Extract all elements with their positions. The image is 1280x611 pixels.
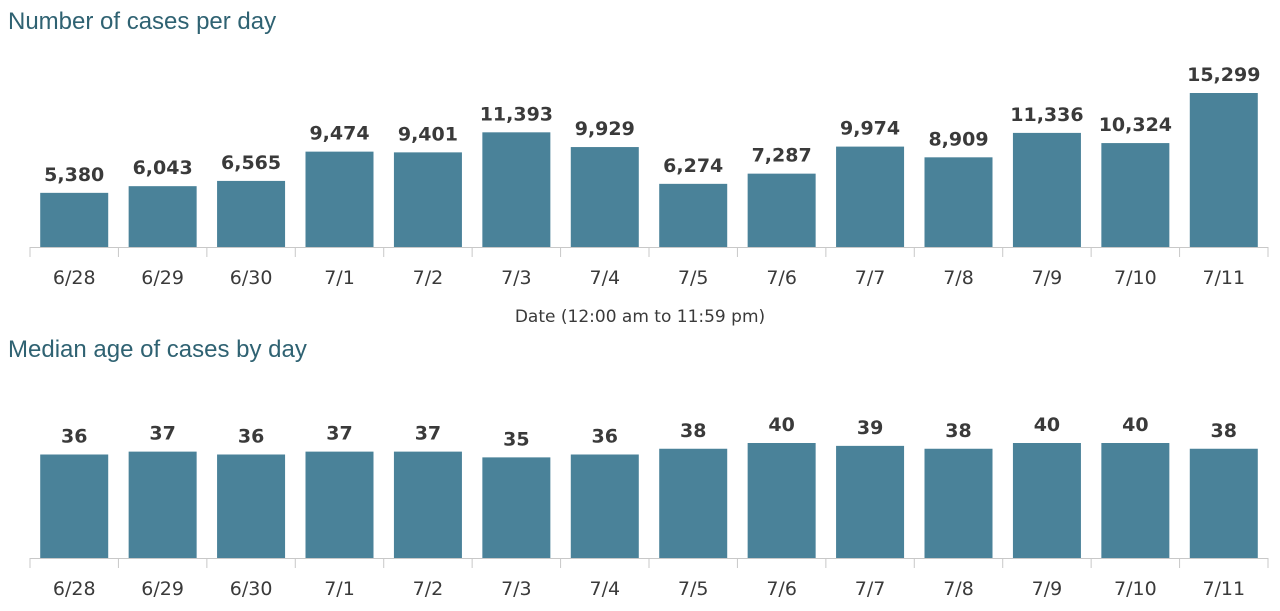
median-age-data-label: 36 [238, 426, 264, 448]
median-age-x-tick-label: 7/1 [324, 578, 355, 600]
cases-bar [1101, 143, 1170, 247]
cases-x-tick-label: 7/10 [1114, 267, 1157, 289]
median-age-data-label: 38 [1211, 420, 1237, 442]
median-age-x-tick-label: 6/29 [141, 578, 184, 600]
median-age-data-label: 37 [149, 423, 175, 445]
cases-x-tick-label: 6/30 [230, 267, 273, 289]
median-age-bar [570, 454, 639, 558]
median-age-x-tick-label: 7/9 [1032, 578, 1063, 600]
cases-data-label: 6,274 [663, 155, 723, 177]
median-age-x-tick-label: 7/2 [413, 578, 444, 600]
cases-bar [1012, 132, 1081, 247]
cases-x-tick-label: 7/9 [1032, 267, 1063, 289]
median-age-x-tick-labels: 6/28 6/29 6/30 7/1 7/2 7/3 7/4 7/5 7/6 7/7 7/8 7/9 7… [53, 578, 1245, 600]
median-age-bar [1012, 443, 1081, 558]
cases-data-label: 9,401 [398, 123, 458, 145]
cases-data-label: 9,974 [840, 118, 900, 140]
median-age-bar [305, 451, 374, 558]
cases-bar [659, 183, 728, 247]
cases-data-label: 7,287 [752, 145, 812, 167]
median-age-x-tick-label: 7/10 [1114, 578, 1157, 600]
median-age-data-label: 38 [945, 420, 971, 442]
median-age-data-label: 39 [857, 417, 883, 439]
cases-data-label: 6,043 [133, 157, 193, 179]
median-age-bar [924, 448, 993, 558]
cases-bar [128, 186, 197, 247]
median-age-value-labels: 36 37 36 37 37 35 36 38 40 39 38 40 40 38 [61, 414, 1237, 450]
cases-x-tick-label: 7/2 [413, 267, 444, 289]
cases-bar [482, 132, 551, 247]
median-age-x-tick-label: 7/6 [766, 578, 797, 600]
cases-x-tick-label: 7/8 [943, 267, 974, 289]
median-age-chart-title: Median age of cases by day [8, 336, 307, 363]
cases-x-tick-labels: 6/28 6/29 6/30 7/1 7/2 7/3 7/4 7/5 7/6 7/7 7/8 7/9 7… [53, 267, 1245, 289]
cases-data-label: 9,929 [575, 118, 635, 140]
median-age-bar [1189, 448, 1258, 558]
cases-bar [217, 180, 286, 247]
median-age-chart: Median age of cases by day 36 37 36 37 37 35 3… [8, 336, 1269, 600]
cases-bars [40, 93, 1258, 247]
median-age-x-axis-ticks [29, 558, 1269, 568]
median-age-bar [836, 445, 905, 558]
cases-x-axis-title: Date (12:00 am to 11:59 pm) [515, 307, 765, 327]
cases-x-axis-ticks [29, 247, 1269, 257]
median-age-data-label: 35 [503, 428, 529, 450]
median-age-x-tick-label: 7/8 [943, 578, 974, 600]
median-age-data-label: 36 [592, 426, 618, 448]
median-age-data-label: 40 [1122, 414, 1148, 436]
cases-bar [570, 147, 639, 247]
median-age-bars [40, 443, 1258, 558]
median-age-bar [747, 443, 816, 558]
median-age-data-label: 37 [326, 423, 352, 445]
median-age-data-label: 38 [680, 420, 706, 442]
median-age-data-label: 36 [61, 426, 87, 448]
median-age-x-tick-label: 7/4 [589, 578, 620, 600]
median-age-x-tick-label: 6/28 [53, 578, 96, 600]
median-age-x-tick-label: 7/5 [678, 578, 709, 600]
cases-x-tick-label: 6/28 [53, 267, 96, 289]
cases-data-label: 5,380 [44, 164, 104, 186]
median-age-x-tick-label: 7/7 [855, 578, 886, 600]
median-age-bar [1101, 443, 1170, 558]
cases-bar [1189, 93, 1258, 247]
cases-x-tick-label: 7/11 [1202, 267, 1245, 289]
cases-x-tick-label: 7/5 [678, 267, 709, 289]
cases-data-label: 8,909 [928, 128, 988, 150]
cases-per-day-chart: Number of cases per day 5,380 6,043 6,565 9… [8, 8, 1269, 327]
cases-x-tick-label: 6/29 [141, 267, 184, 289]
cases-bar [747, 173, 816, 247]
cases-x-tick-label: 7/6 [766, 267, 797, 289]
median-age-data-label: 40 [768, 414, 794, 436]
median-age-bar [482, 457, 551, 558]
median-age-data-label: 37 [415, 423, 441, 445]
median-age-x-tick-label: 7/3 [501, 578, 532, 600]
cases-x-tick-label: 7/1 [324, 267, 355, 289]
median-age-bar [128, 451, 197, 558]
median-age-bar [393, 451, 462, 558]
cases-x-tick-label: 7/3 [501, 267, 532, 289]
cases-bar [393, 152, 462, 247]
cases-x-tick-label: 7/4 [589, 267, 620, 289]
median-age-data-label: 40 [1034, 414, 1060, 436]
cases-data-label: 15,299 [1187, 64, 1260, 86]
cases-bar [40, 192, 109, 247]
cases-chart-title: Number of cases per day [8, 8, 276, 35]
cases-data-label: 11,336 [1010, 104, 1083, 126]
cases-bar [836, 146, 905, 247]
median-age-bar [659, 448, 728, 558]
median-age-bar [40, 454, 109, 558]
median-age-x-tick-label: 6/30 [230, 578, 273, 600]
cases-data-label: 10,324 [1099, 114, 1172, 136]
median-age-x-tick-label: 7/11 [1202, 578, 1245, 600]
cases-value-labels: 5,380 6,043 6,565 9,474 9,401 11,393 9,929 6,27… [44, 64, 1260, 186]
cases-bar [924, 157, 993, 247]
cases-x-tick-label: 7/7 [855, 267, 886, 289]
median-age-bar [217, 454, 286, 558]
cases-bar [305, 151, 374, 247]
cases-data-label: 6,565 [221, 152, 281, 174]
cases-data-label: 11,393 [480, 103, 553, 125]
cases-data-label: 9,474 [309, 123, 369, 145]
